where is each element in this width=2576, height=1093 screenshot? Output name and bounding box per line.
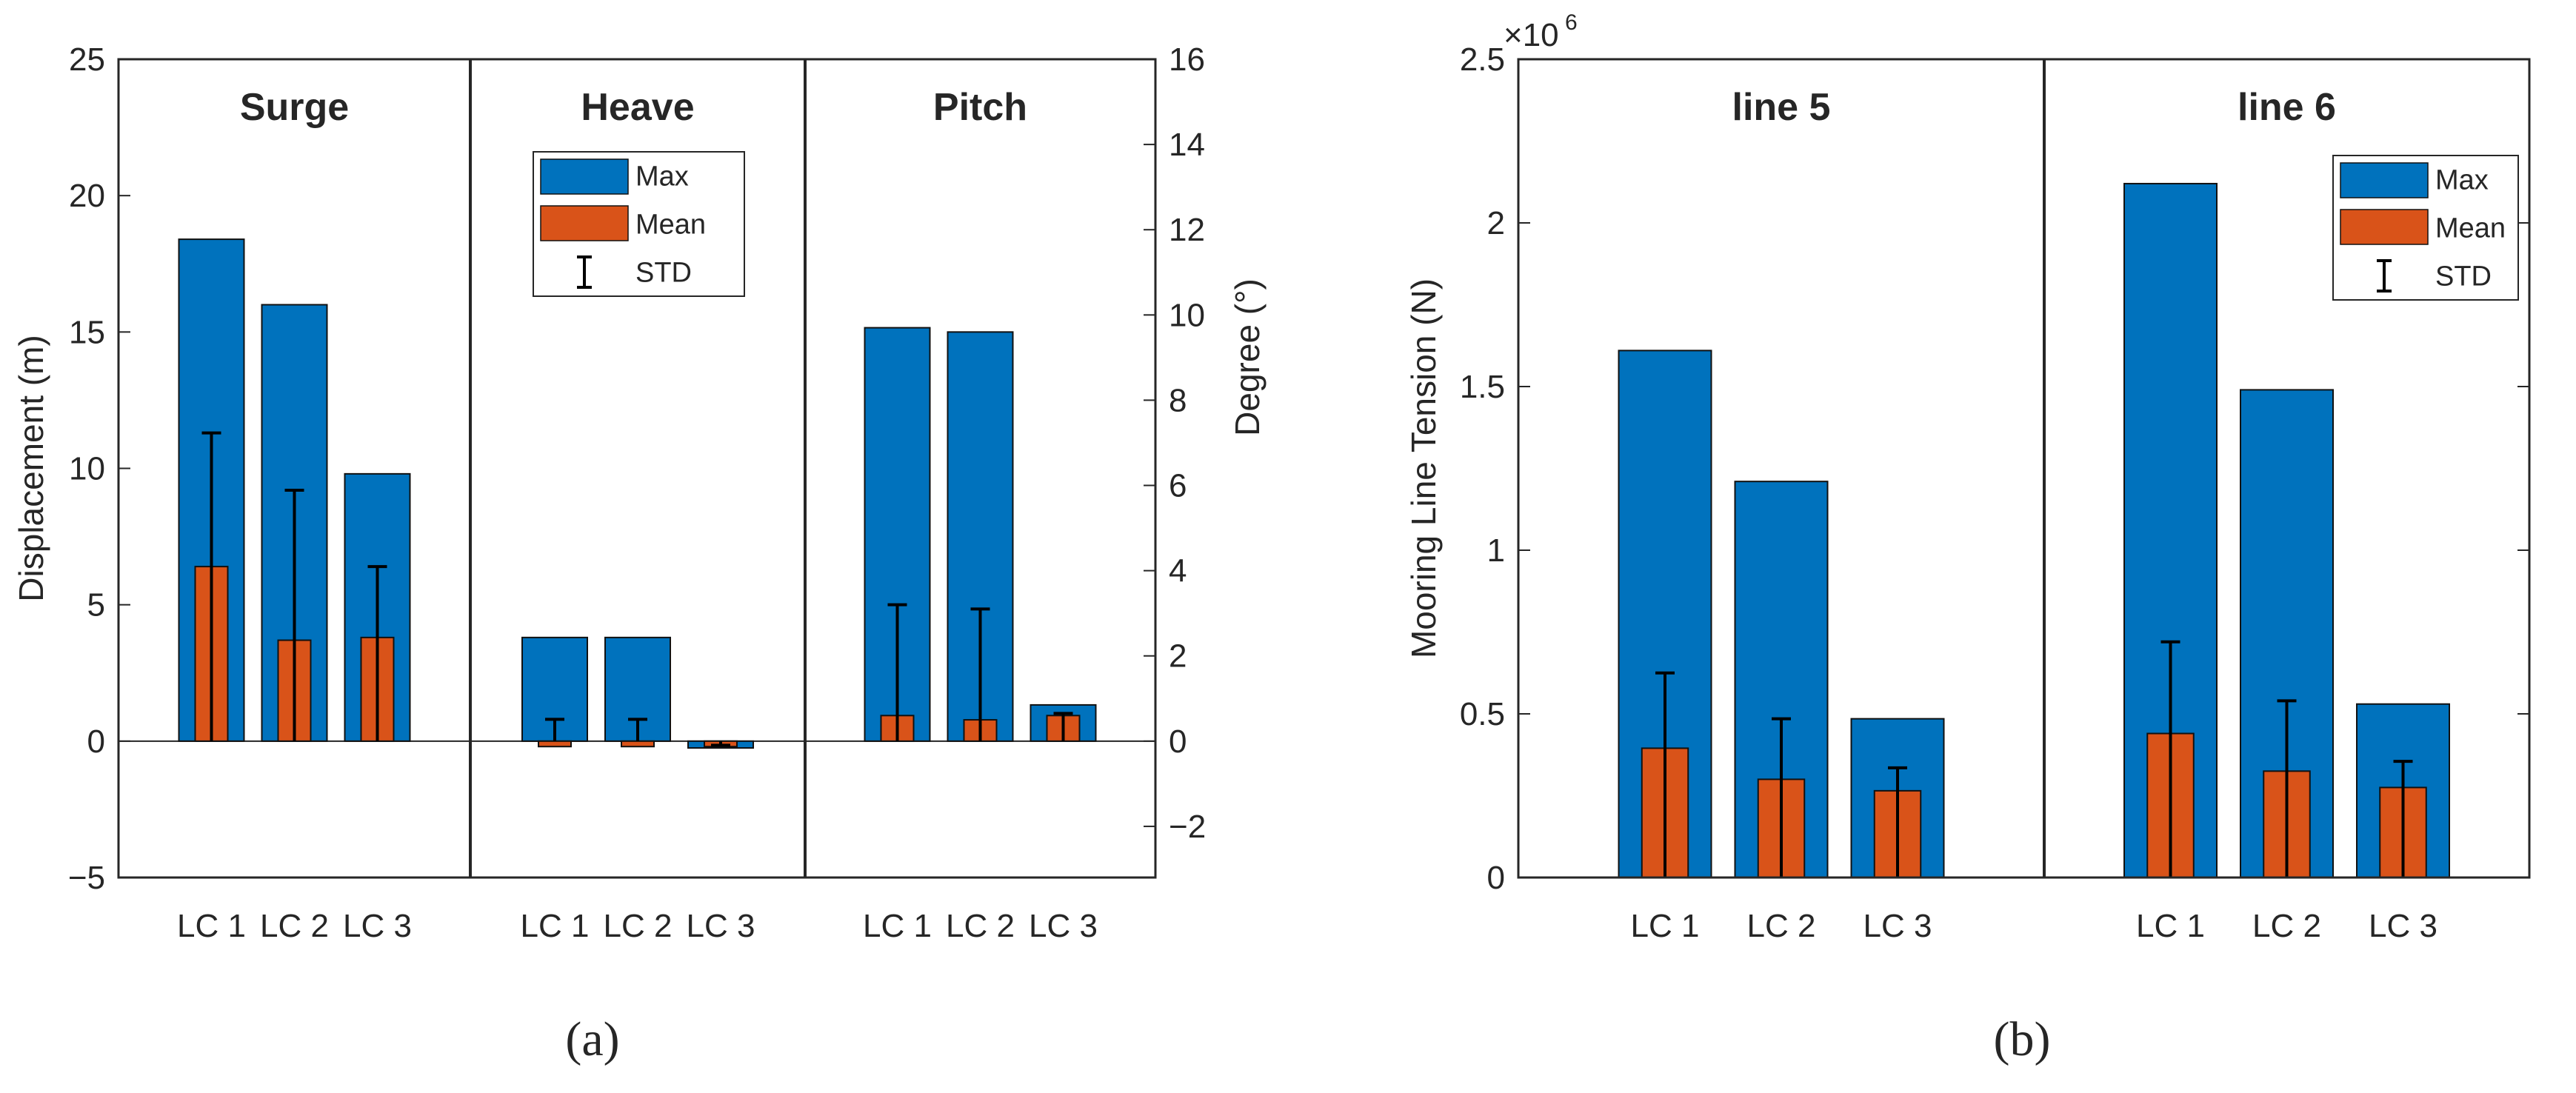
pitch-xtick-lc1: LC 1 [863,908,932,944]
a-legend-swatch-max [540,158,629,195]
right-tick-label: 10 [1169,297,1205,333]
axes-frame-b [1517,58,2531,879]
heave-xtick-lc1: LC 1 [521,908,590,944]
left-tick-label: 20 [69,178,105,214]
heave-xtick-lc3: LC 3 [687,908,755,944]
b-legend-swatch-max [2340,162,2429,198]
group-title-line-6: line 6 [2238,86,2336,129]
chart-a: Surge LC 1 LC 2 LC 3 Heave LC 1 LC 2 LC 3 Pitch L… [12,41,1267,1066]
a-legend-swatch-mean [540,205,629,241]
line-5-xtick-lc1: LC 1 [1631,908,1700,944]
right-tick-label: −2 [1169,809,1206,845]
exponent-power: 6 [1565,10,1578,35]
panel-label-b: (b) [1994,1012,2051,1066]
y-tick-label-b: 2.5 [1460,41,1505,78]
group-title-heave: Heave [581,86,694,129]
right-tick-label: 2 [1169,638,1187,675]
heave-xtick-lc2: LC 2 [604,908,673,944]
left-tick-label: −5 [68,860,105,896]
a-legend-label-std: STD [635,258,692,289]
b-legend-swatch-mean [2340,209,2429,245]
exponent-label: ×10 [1504,17,1559,53]
right-tick-label: 12 [1169,212,1205,248]
group-title-surge: Surge [240,86,349,129]
b-legend-label-mean: Mean [2435,213,2506,244]
line-6-lc2-max-bar [2240,389,2334,878]
left-tick-label: 15 [69,314,105,350]
group-title-line-5: line 5 [1732,86,1831,129]
chart-b: line 5 LC 1 LC 2 LC 3 line 6 LC 1 LC 2 LC 3 0 0.5… [1404,10,2531,1066]
a-legend-label-max: Max [635,161,689,193]
y-tick-label-b: 0 [1487,860,1505,896]
surge-xtick-lc1: LC 1 [177,908,246,944]
a-legend-label-mean: Mean [635,210,706,241]
line-6-xtick-lc2: LC 2 [2252,908,2321,944]
left-axis-label: Displacement (m) [12,335,50,601]
surge-xtick-lc3: LC 3 [343,908,412,944]
group-title-pitch: Pitch [933,86,1027,129]
right-tick-label: 6 [1169,468,1187,504]
panel-label-a: (a) [565,1012,619,1066]
left-tick-label: 10 [69,451,105,487]
pitch-xtick-lc3: LC 3 [1029,908,1098,944]
left-tick-label: 25 [69,41,105,78]
heave-lc1-mean-bar [538,740,572,748]
b-legend-label-std: STD [2435,261,2492,293]
y-tick-label-b: 0.5 [1460,696,1505,732]
right-tick-label: 0 [1169,723,1187,760]
line-5-xtick-lc2: LC 2 [1747,908,1816,944]
y-tick-label-b: 1 [1487,532,1505,569]
y-axis-label-b: Mooring Line Tension (N) [1404,278,1443,658]
line-6-xtick-lc3: LC 3 [2369,908,2437,944]
right-tick-label: 16 [1169,41,1205,78]
right-tick-label: 14 [1169,127,1205,163]
pitch-xtick-lc2: LC 2 [946,908,1015,944]
right-tick-label: 4 [1169,553,1187,589]
left-tick-label: 5 [87,587,105,624]
left-tick-label: 0 [87,723,105,760]
y-tick-label-b: 1.5 [1460,369,1505,405]
right-axis-label: Degree (°) [1228,278,1267,436]
surge-xtick-lc2: LC 2 [260,908,329,944]
right-tick-label: 8 [1169,382,1187,418]
heave-lc2-mean-bar [621,740,655,748]
line-5-xtick-lc3: LC 3 [1863,908,1932,944]
y-tick-label-b: 2 [1487,205,1505,241]
line-6-xtick-lc1: LC 1 [2136,908,2205,944]
b-legend-label-max: Max [2435,165,2489,196]
